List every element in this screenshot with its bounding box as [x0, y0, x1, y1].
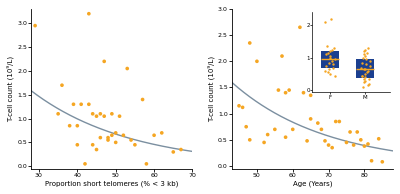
Point — [170, 150, 176, 153]
Point — [97, 112, 104, 115]
Point — [105, 139, 111, 142]
Point — [239, 106, 246, 109]
Point — [178, 148, 184, 151]
Point — [304, 139, 310, 142]
Point — [112, 131, 119, 134]
Point — [86, 103, 92, 106]
Point — [74, 124, 80, 127]
Point — [325, 144, 332, 147]
Point — [246, 42, 253, 45]
Point — [109, 112, 115, 115]
Point — [70, 103, 77, 106]
Point — [376, 137, 382, 140]
Point — [361, 145, 368, 148]
Point — [329, 146, 335, 149]
Point — [272, 128, 278, 131]
Point — [336, 120, 342, 123]
Point — [358, 138, 364, 141]
Point — [332, 120, 339, 123]
Point — [86, 12, 92, 15]
Point — [78, 103, 84, 106]
Point — [308, 94, 314, 97]
Point — [66, 124, 73, 127]
Y-axis label: T-cell count (10⁹/L): T-cell count (10⁹/L) — [7, 56, 14, 122]
Point — [286, 88, 292, 92]
Y-axis label: T-cell count (10⁹/L): T-cell count (10⁹/L) — [208, 56, 215, 122]
Point — [116, 115, 123, 118]
Point — [246, 138, 253, 141]
Point — [101, 115, 107, 118]
Point — [128, 139, 134, 142]
Point — [354, 130, 360, 133]
Point — [139, 98, 146, 101]
Point — [290, 128, 296, 131]
Point — [59, 84, 65, 87]
Point — [124, 67, 130, 70]
Point — [282, 136, 289, 139]
Point — [74, 143, 80, 146]
Point — [308, 117, 314, 120]
Point — [105, 136, 111, 139]
Point — [55, 112, 61, 115]
Point — [347, 130, 353, 133]
Point — [350, 144, 357, 147]
Point — [300, 91, 307, 94]
Point — [315, 121, 321, 125]
Point — [365, 142, 371, 146]
Point — [158, 131, 165, 134]
Point — [261, 141, 267, 144]
Point — [90, 112, 96, 115]
Point — [264, 133, 271, 136]
Point — [275, 88, 282, 92]
Point — [243, 125, 249, 128]
Point — [120, 134, 126, 137]
Point — [101, 60, 107, 63]
Point — [93, 148, 100, 151]
Point — [93, 115, 100, 118]
Point — [82, 162, 88, 165]
Point — [282, 91, 289, 94]
Point — [343, 141, 350, 144]
Point — [32, 24, 38, 27]
X-axis label: Proportion short telomeres (% < 3 kb): Proportion short telomeres (% < 3 kb) — [45, 181, 178, 187]
Point — [151, 134, 157, 137]
Point — [318, 128, 325, 131]
Point — [322, 139, 328, 142]
Point — [297, 26, 303, 29]
Point — [109, 134, 115, 137]
Point — [90, 143, 96, 146]
Point — [379, 160, 386, 163]
Point — [254, 60, 260, 63]
Point — [112, 141, 119, 144]
Point — [368, 159, 375, 162]
Point — [132, 143, 138, 146]
Point — [279, 55, 285, 58]
X-axis label: Age (Years): Age (Years) — [293, 181, 332, 187]
Point — [97, 136, 104, 139]
Point — [236, 104, 242, 107]
Point — [143, 162, 150, 165]
